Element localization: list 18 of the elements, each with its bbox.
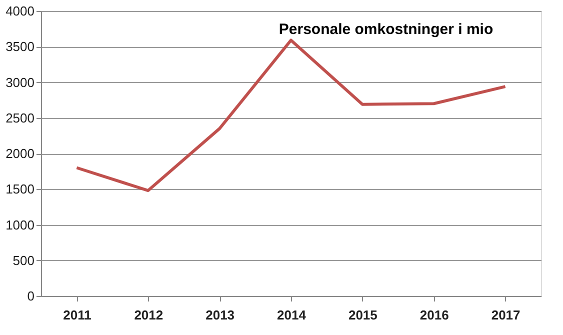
x-tick-label: 2015 <box>348 308 378 322</box>
y-tick-label: 1000 <box>6 217 34 232</box>
x-tick-label: 2014 <box>277 308 307 322</box>
text: Personale omkostninger i mio <box>278 21 494 38</box>
line-series <box>75 38 507 192</box>
y-tick-label: 1500 <box>6 182 34 197</box>
y-tick-label: 2500 <box>6 110 34 126</box>
x-tick-label: 2011 <box>63 308 92 322</box>
x-tick-label: 2012 <box>134 308 164 322</box>
y-tick-label: 3000 <box>6 74 34 90</box>
y-tick-label: 4000 <box>6 4 34 18</box>
y-tick-label: 3500 <box>6 39 34 54</box>
x-tick-label: 2017 <box>491 308 520 322</box>
y-tick-label: 500 <box>12 252 34 268</box>
y-tick-label: 0 <box>27 288 34 304</box>
y-tick-label: 2000 <box>6 146 34 161</box>
x-tick-label: 2016 <box>420 308 449 322</box>
x-tick-label: 2013 <box>206 308 235 322</box>
